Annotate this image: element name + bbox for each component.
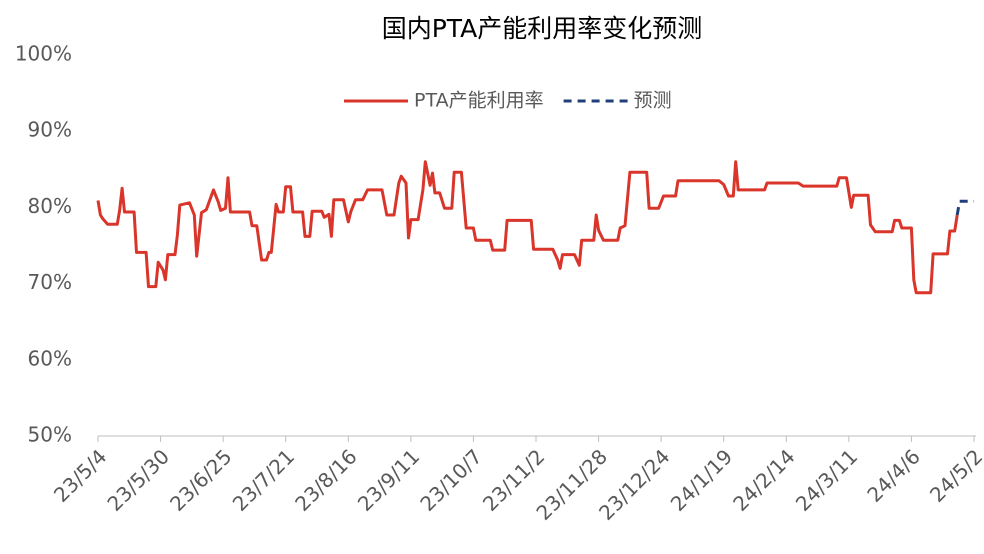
x-tick-label: 24/2/14 bbox=[728, 444, 799, 515]
y-tick-label: 90% bbox=[28, 118, 72, 142]
line-series bbox=[96, 160, 959, 295]
y-tick-label: 100% bbox=[15, 42, 72, 66]
x-tick-label: 23/5/4 bbox=[49, 444, 111, 506]
line-series bbox=[955, 199, 974, 216]
x-tick-label: 23/5/30 bbox=[103, 444, 174, 515]
x-tick-label: 23/10/7 bbox=[415, 444, 486, 515]
y-tick-label: 60% bbox=[28, 346, 72, 370]
x-tick-label: 24/5/2 bbox=[925, 444, 984, 506]
chart-title: 国内PTA产能利用率变化预测 bbox=[382, 14, 703, 43]
x-tick-label: 23/7/21 bbox=[228, 444, 299, 515]
y-tick-label: 50% bbox=[28, 423, 72, 447]
x-tick-label: 24/1/19 bbox=[666, 444, 737, 515]
x-tick-label: 23/8/16 bbox=[290, 444, 361, 515]
x-tick-label: 23/6/25 bbox=[165, 444, 236, 515]
legend-label: 预测 bbox=[634, 90, 672, 112]
x-tick-label: 24/3/11 bbox=[791, 444, 862, 515]
x-tick-label: 23/9/11 bbox=[353, 444, 424, 515]
y-tick-label: 80% bbox=[28, 194, 72, 218]
y-tick-label: 70% bbox=[28, 270, 72, 294]
legend-label: PTA产能利用率 bbox=[414, 90, 544, 112]
x-tick-label: 24/4/6 bbox=[862, 444, 924, 506]
